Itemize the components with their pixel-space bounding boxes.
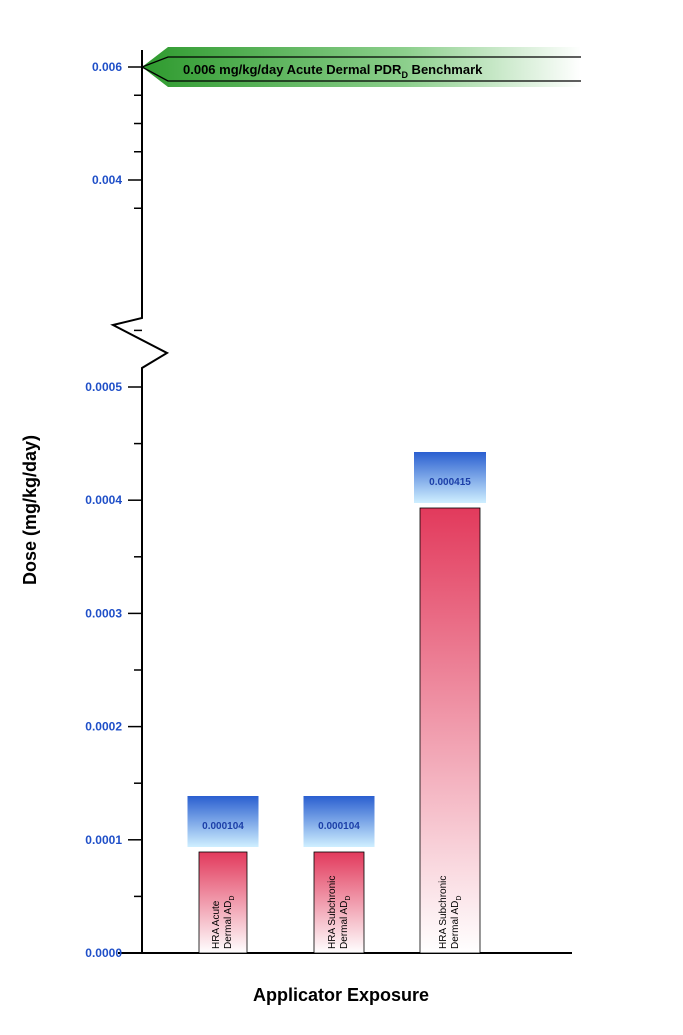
benchmark-label-sub: D xyxy=(401,70,408,80)
benchmark-label-tail: Benchmark xyxy=(408,62,483,77)
bar-value-label: 0.000104 xyxy=(318,821,360,832)
y-tick-label: 0.0001 xyxy=(85,833,122,847)
bar-category-label: HRA SubchronicDermal ADD xyxy=(327,876,352,949)
y-axis-title: Dose (mg/kg/day) xyxy=(20,435,40,585)
y-tick-label: 0.0002 xyxy=(85,720,122,734)
value-label-box xyxy=(414,452,486,503)
bar-value-label: 0.000104 xyxy=(202,821,244,832)
y-tick-label: 0.0005 xyxy=(85,380,122,394)
benchmark-arrow: 0.006 mg/kg/day Acute Dermal PDRD Benchm… xyxy=(141,47,581,87)
value-label-box xyxy=(303,796,375,847)
bar-category-line1: HRA Acute xyxy=(211,900,222,949)
bar xyxy=(313,851,365,954)
bar-group: 0.000104 HRA SubchronicDermal ADD xyxy=(303,796,375,954)
bar-category-line2: Dermal AD xyxy=(339,901,350,949)
bar-group: 0.000415 HRA SubchronicDermal ADD xyxy=(414,452,486,954)
bar xyxy=(419,507,481,954)
y-tick-label: 0.006 xyxy=(92,60,122,74)
bar-category-label: HRA AcuteDermal ADD xyxy=(211,896,236,949)
bar-category-label: HRA SubchronicDermal ADD xyxy=(438,876,463,949)
benchmark-label-main: 0.006 mg/kg/day Acute Dermal PDR xyxy=(183,62,402,77)
bar-group: 0.000104 HRA AcuteDermal ADD xyxy=(187,796,259,954)
value-label-box xyxy=(187,796,259,847)
y-tick-label: 0.0000 xyxy=(85,946,122,960)
bar-category-line2: Dermal AD xyxy=(223,901,234,949)
y-tick-label: 0.0004 xyxy=(85,493,122,507)
benchmark-arrow-line-bottom xyxy=(141,66,581,82)
bar-category-line1: HRA Subchronic xyxy=(327,876,338,949)
y-axis xyxy=(110,50,170,953)
bar xyxy=(198,851,248,954)
y-axis-ticks xyxy=(128,66,142,954)
bar-value-label: 0.000415 xyxy=(429,477,471,488)
bar-category-line1: HRA Subchronic xyxy=(438,876,449,949)
bar-category-sub: D xyxy=(229,896,236,901)
x-axis-title: Applicator Exposure xyxy=(253,985,429,1005)
bar-category-line2: Dermal AD xyxy=(450,901,461,949)
y-axis-tick-labels: 0.0000 0.0001 0.0002 0.0003 0.0004 0.0005 0.00… xyxy=(85,60,122,960)
benchmark-label: 0.006 mg/kg/day Acute Dermal PDRD Benchm… xyxy=(183,62,483,80)
benchmark-arrow-line-top xyxy=(141,56,581,68)
bar-category-sub: D xyxy=(456,896,463,901)
y-tick-label: 0.004 xyxy=(92,173,122,187)
y-tick-label: 0.0003 xyxy=(85,606,122,620)
bar-category-sub: D xyxy=(345,896,352,901)
